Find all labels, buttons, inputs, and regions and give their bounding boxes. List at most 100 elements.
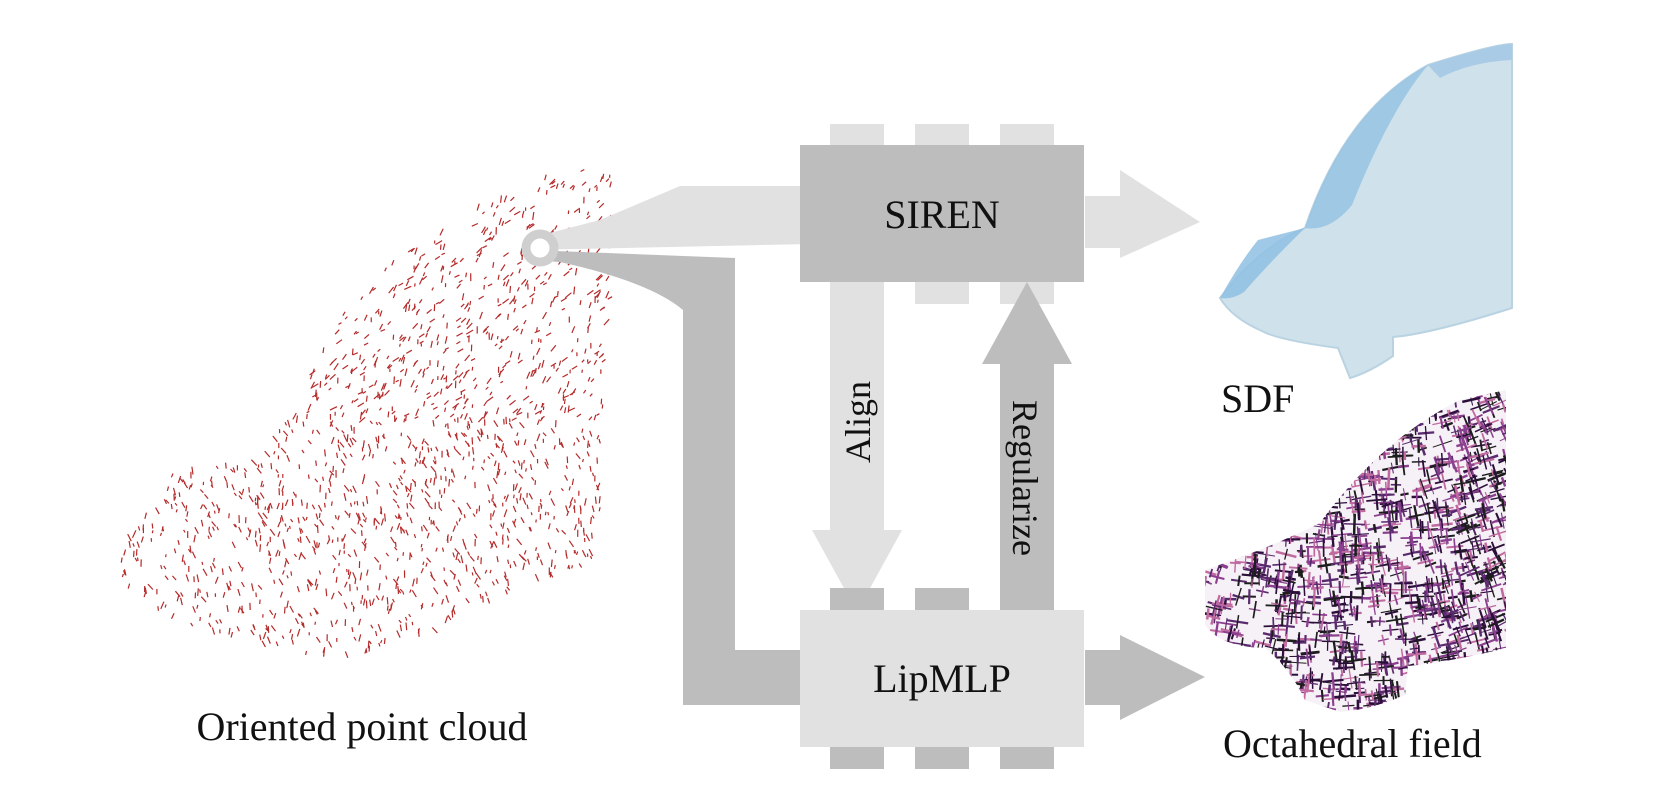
point-normal-dash (406, 349, 413, 354)
point-normal-dash (291, 639, 294, 645)
field-cross-stroke (1224, 449, 1231, 462)
point-normal-dash (248, 495, 254, 503)
point-normal-dash (404, 285, 412, 290)
point-normal-dash (316, 396, 320, 401)
point-normal-dash (364, 648, 368, 654)
point-normal-dash (415, 408, 420, 417)
point-normal-dash (330, 620, 334, 628)
point-normal-dash (384, 389, 390, 396)
field-cross-stroke (1324, 443, 1343, 449)
point-normal-dash (441, 252, 446, 256)
point-normal-dash (422, 275, 428, 281)
point-normal-dash (357, 391, 364, 395)
point-normal-dash (440, 374, 445, 381)
point-normal-dash (458, 517, 461, 522)
point-normal-dash (362, 598, 366, 606)
lipmlp-pin (1000, 745, 1054, 769)
field-cross-stroke (1239, 670, 1256, 676)
field-cross-stroke (1414, 419, 1419, 432)
field-cross-stroke (1279, 709, 1301, 712)
field-cross-stroke (1205, 533, 1209, 537)
point-normal-dash (164, 604, 167, 608)
field-cross-stroke (1496, 701, 1500, 710)
point-normal-dash (545, 190, 548, 195)
point-normal-dash (488, 231, 493, 236)
field-cross-stroke (1424, 426, 1428, 441)
point-normal-dash (368, 286, 374, 295)
field-cross-stroke (1266, 504, 1282, 509)
point-normal-dash (487, 456, 491, 460)
point-normal-dash (342, 364, 349, 370)
point-normal-dash (248, 487, 250, 493)
field-cross-stroke (1232, 442, 1236, 460)
field-cross-stroke (1478, 672, 1485, 681)
field-cross-stroke (1235, 701, 1243, 712)
field-cross-stroke (1410, 395, 1418, 415)
field-cross-stroke (1290, 680, 1294, 695)
field-cross-stroke (1410, 701, 1426, 705)
field-cross-stroke (1403, 406, 1410, 425)
field-cross-stroke (1259, 664, 1265, 685)
point-normal-dash (401, 458, 404, 464)
field-cross-stroke (1368, 656, 1372, 673)
point-normal-dash (427, 447, 430, 453)
point-normal-dash (485, 227, 489, 231)
field-cross-stroke (1284, 548, 1289, 560)
point-normal-dash (370, 624, 374, 629)
field-cross-stroke (1358, 475, 1364, 495)
point-normal-dash (561, 529, 567, 535)
point-normal-dash (526, 504, 529, 510)
point-normal-dash (342, 311, 346, 317)
point-normal-dash (329, 480, 332, 487)
point-normal-dash (514, 440, 518, 446)
point-normal-dash (565, 465, 568, 469)
point-normal-dash (487, 597, 491, 604)
point-normal-dash (497, 313, 502, 318)
field-cross-stroke (1323, 517, 1327, 533)
point-normal-dash (454, 548, 461, 555)
point-normal-dash (275, 549, 279, 557)
point-normal-dash (318, 512, 321, 518)
field-cross-stroke (1363, 520, 1368, 530)
point-normal-dash (506, 527, 511, 534)
point-normal-dash (520, 462, 523, 470)
field-cross-stroke (1277, 606, 1282, 616)
point-normal-dash (334, 329, 340, 335)
point-normal-dash (387, 320, 392, 326)
field-cross-stroke (1220, 595, 1225, 615)
field-cross-stroke (1294, 404, 1297, 419)
field-cross-stroke (1205, 550, 1206, 566)
field-cross-stroke (1307, 504, 1318, 509)
field-cross-stroke (1244, 438, 1265, 444)
field-cross-stroke (1205, 666, 1212, 672)
field-cross-stroke (1338, 427, 1352, 431)
field-cross-stroke (1263, 691, 1278, 697)
point-normal-dash (359, 354, 362, 361)
point-normal-dash (464, 412, 468, 420)
field-cross-stroke (1505, 621, 1506, 636)
field-cross-stroke (1205, 684, 1220, 693)
field-cross-stroke (1271, 458, 1287, 462)
field-cross-stroke (1227, 647, 1239, 653)
field-cross-stroke (1205, 693, 1219, 701)
field-cross-stroke (1311, 671, 1314, 689)
point-normal-dash (512, 520, 517, 528)
point-normal-dash (445, 582, 448, 587)
point-normal-dash (421, 438, 425, 445)
field-cross-stroke (1214, 506, 1219, 519)
point-normal-dash (281, 485, 285, 492)
field-cross-stroke (1226, 436, 1229, 450)
lipmlp-pin (915, 745, 969, 769)
field-cross-stroke (1289, 681, 1292, 702)
point-normal-dash (502, 274, 510, 281)
point-normal-dash (490, 235, 495, 241)
point-normal-dash (237, 588, 241, 596)
field-cross-stroke (1260, 538, 1271, 541)
point-normal-dash (449, 569, 456, 576)
point-normal-dash (571, 326, 576, 334)
point-normal-dash (186, 511, 189, 517)
field-cross-stroke (1278, 480, 1283, 500)
field-cross-stroke (1402, 488, 1407, 501)
field-cross-stroke (1281, 699, 1292, 703)
field-cross-stroke (1348, 459, 1352, 472)
